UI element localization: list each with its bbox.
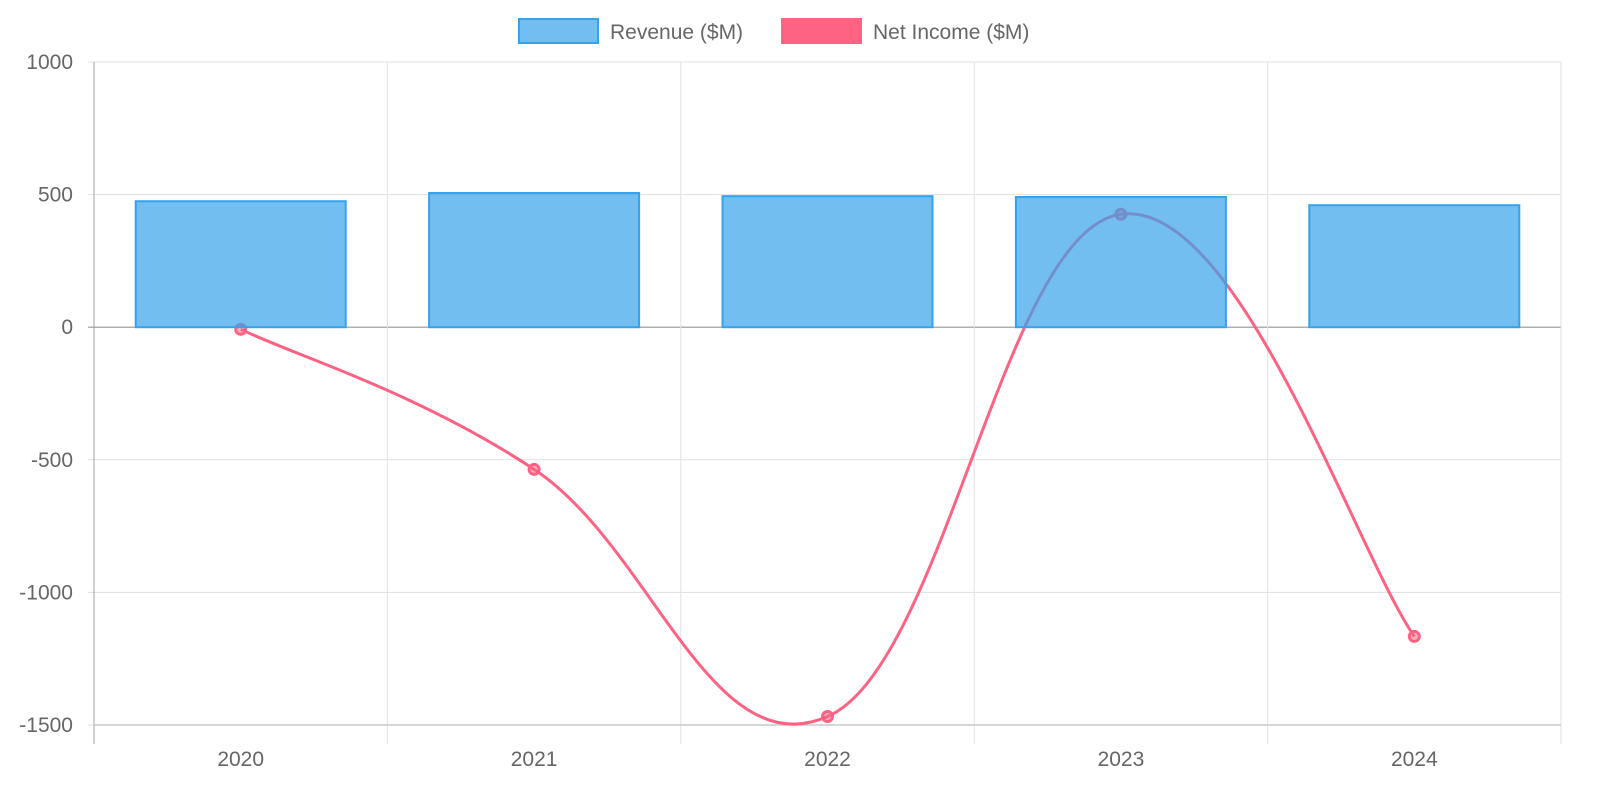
- net-income-point: [821, 710, 834, 724]
- revenue-bar: [428, 192, 641, 329]
- y-tick-label: -500: [31, 449, 73, 472]
- y-tick-label: 0: [61, 316, 73, 339]
- revenue-bar: [721, 195, 934, 329]
- x-tick-label: 2021: [511, 748, 558, 771]
- legend-swatch-net-income: [781, 18, 862, 44]
- net-income-point: [527, 462, 541, 476]
- revenue-bar: [134, 200, 347, 329]
- y-tick-label: -1000: [19, 581, 73, 604]
- net-income-point: [1407, 629, 1421, 643]
- y-tick-label: -1500: [19, 714, 73, 737]
- net-income-line: [240, 212, 1416, 726]
- legend-label-net-income: Net Income ($M): [873, 21, 1029, 44]
- legend-swatch-revenue: [518, 18, 599, 44]
- y-tick-label: 500: [38, 184, 73, 207]
- revenue-bar: [1014, 195, 1227, 329]
- legend-label-revenue: Revenue ($M): [610, 21, 743, 44]
- revenue-bar: [1308, 204, 1521, 329]
- y-tick-label: 1000: [26, 51, 73, 74]
- x-tick-label: 2022: [804, 748, 851, 771]
- x-tick-label: 2020: [217, 748, 264, 771]
- x-tick-label: 2024: [1391, 748, 1438, 771]
- x-tick-label: 2023: [1098, 748, 1145, 771]
